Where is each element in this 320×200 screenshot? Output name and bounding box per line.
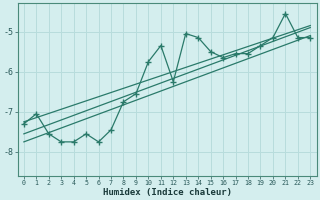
X-axis label: Humidex (Indice chaleur): Humidex (Indice chaleur) [103,188,232,197]
